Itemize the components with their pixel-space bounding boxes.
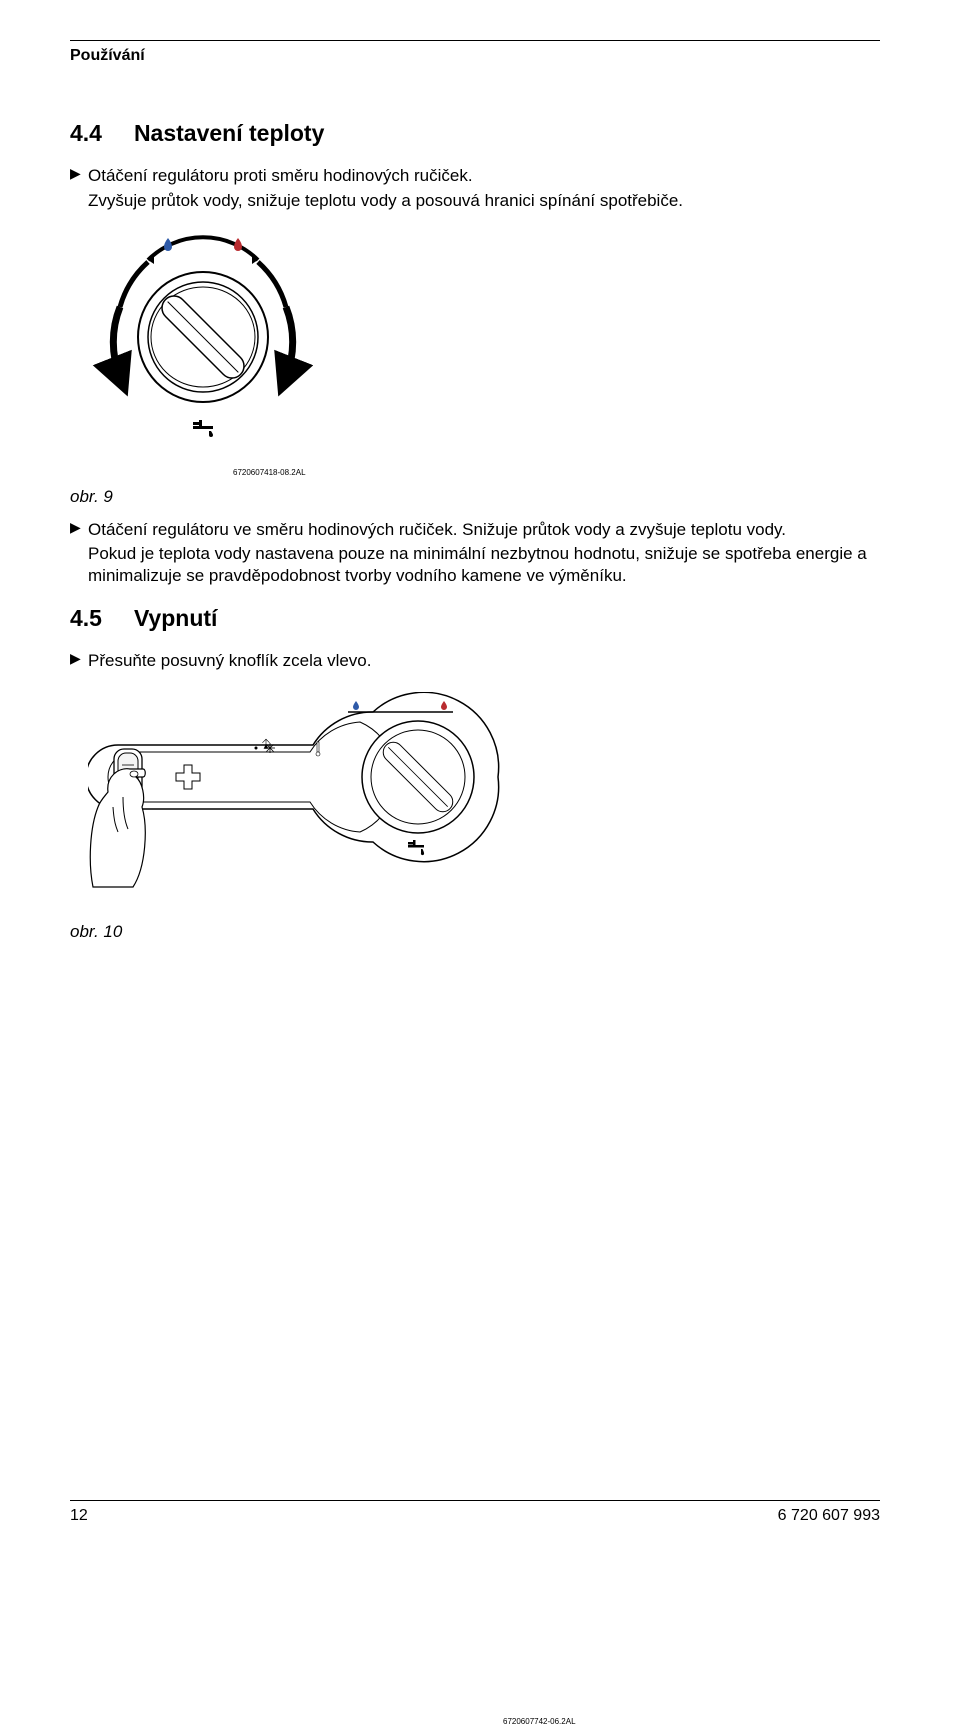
section-4-4-title: Nastavení teploty xyxy=(134,120,324,146)
bullet-4-4-a2-text: Zvyšuje průtok vody, snižuje teplotu vod… xyxy=(88,190,880,212)
section-4-4-number: 4.4 xyxy=(70,120,102,146)
bullet-4-4-a-text: Otáčení regulátoru proti směru hodinovýc… xyxy=(88,165,880,187)
section-4-5-heading: 4.5 Vypnutí xyxy=(70,605,880,632)
triangle-icon: ▶ xyxy=(70,650,88,672)
bullet-4-4-b-text: Otáčení regulátoru ve směru hodinových r… xyxy=(88,519,880,541)
bullet-4-4-b: ▶ Otáčení regulátoru ve směru hodinových… xyxy=(70,519,880,541)
slider-off-diagram xyxy=(88,692,518,912)
triangle-icon: ▶ xyxy=(70,519,88,541)
header-rule xyxy=(70,40,880,41)
figure-9: 6720607418-08.2AL xyxy=(88,232,880,477)
bullet-4-4-a2: Zvyšuje průtok vody, snižuje teplotu vod… xyxy=(70,190,880,212)
figure-9-code: 6720607418-08.2AL xyxy=(233,468,880,477)
page: Používání 4.4 Nastavení teploty ▶ Otáčen… xyxy=(0,0,960,1555)
bullet-4-5-text: Přesuňte posuvný knoflík zcela vlevo. xyxy=(88,650,880,672)
header-section-title: Používání xyxy=(70,47,880,65)
section-4-5-title: Vypnutí xyxy=(134,605,217,631)
doc-number: 6 720 607 993 xyxy=(778,1507,880,1525)
bullet-4-4-a: ▶ Otáčení regulátoru proti směru hodinov… xyxy=(70,165,880,187)
page-number: 12 xyxy=(70,1507,88,1525)
figure-9-caption: obr. 9 xyxy=(70,487,880,507)
knob-rotation-diagram xyxy=(88,232,318,462)
para-4-4-note: Pokud je teplota vody nastavena pouze na… xyxy=(88,543,880,587)
figure-10-code: 6720607742-06.2AL xyxy=(503,1717,576,1726)
bullet-4-5: ▶ Přesuňte posuvný knoflík zcela vlevo. xyxy=(70,650,880,672)
triangle-icon: ▶ xyxy=(70,165,88,187)
figure-10-caption: obr. 10 xyxy=(70,922,880,942)
section-4-5-number: 4.5 xyxy=(70,605,102,631)
section-4-4-heading: 4.4 Nastavení teploty xyxy=(70,120,880,147)
figure-10: 6720607742-06.2AL xyxy=(88,692,880,912)
footer: 12 6 720 607 993 xyxy=(70,1500,880,1525)
spacer xyxy=(70,190,88,212)
